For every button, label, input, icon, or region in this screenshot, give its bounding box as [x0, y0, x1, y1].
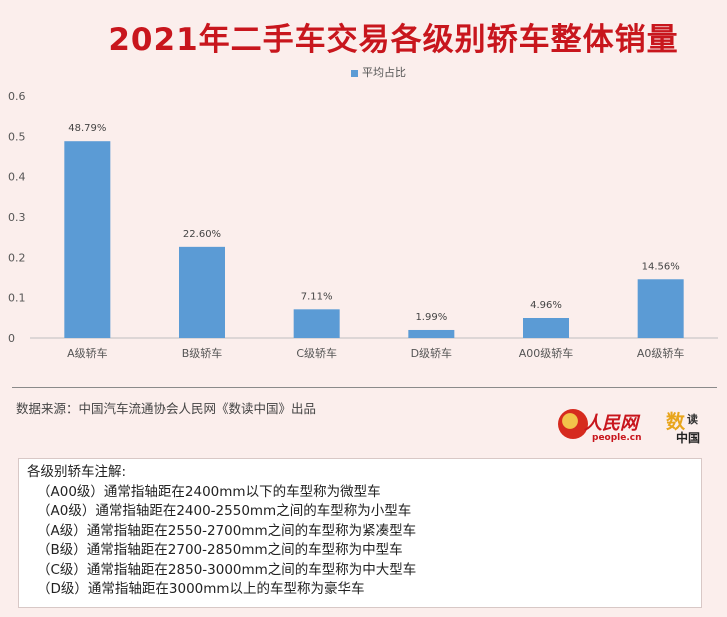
shudu-logo-du: 读	[687, 413, 698, 426]
x-tick-label-5: A0级轿车	[637, 346, 685, 360]
shudu-logo-zg: 中国	[676, 431, 701, 445]
note-item-c: （C级）通常指轴距在2850-3000mm之间的车型称为中大型车	[37, 561, 417, 578]
note-item-d: （D级）通常指轴距在3000mm以上的车型称为豪华车	[37, 581, 365, 597]
note-item-b: （B级）通常指轴距在2700-2850mm之间的车型称为中型车	[37, 542, 403, 558]
y-tick-label: 0.5	[8, 130, 26, 143]
notes-panel: 各级别轿车注解: （A00级）通常指轴距在2400mm以下的车型称为微型车 （A…	[18, 458, 702, 608]
data-label-2: 7.11%	[301, 291, 333, 302]
bar-2	[293, 309, 340, 338]
y-tick-label: 0	[8, 332, 15, 345]
notes-heading: 各级别轿车注解:	[27, 464, 127, 480]
people-cn-logo-mark	[558, 409, 588, 439]
bar-1	[179, 246, 225, 338]
y-tick-label: 0.1	[8, 292, 26, 305]
x-tick-label-4: A00级轿车	[519, 346, 574, 360]
people-cn-logo-text: 人民网	[584, 413, 638, 434]
y-tick-label: 0.4	[8, 171, 26, 184]
people-cn-logo: 人民网 people.cn	[558, 405, 650, 449]
data-label-0: 48.79%	[68, 123, 106, 134]
x-tick-label-1: B级轿车	[182, 346, 223, 360]
bar-3	[408, 329, 455, 338]
bar-0	[64, 141, 111, 338]
bar-chart: 0 0.1 0.2 0.3 0.4 0.5 0.6 48.79% A级轿车 22.60% B级轿车 7…	[8, 90, 718, 360]
note-item-a: （A级）通常指轴距在2550-2700mm之间的车型称为紧凑型车	[37, 522, 417, 539]
shudu-zhongguo-logo: 数 读 中国	[666, 407, 716, 447]
chart-title: 2021年二手车交易各级别轿车整体销量	[108, 22, 679, 58]
y-tick-label: 0.6	[8, 90, 26, 103]
y-tick-label: 0.2	[8, 251, 26, 264]
data-label-3: 1.99%	[415, 312, 447, 323]
people-cn-logo-url: people.cn	[592, 433, 642, 443]
x-tick-label-3: D级轿车	[411, 346, 452, 360]
bar-4	[523, 317, 569, 338]
legend-label: 平均占比	[362, 66, 406, 79]
note-item-a00: （A00级）通常指轴距在2400mm以下的车型称为微型车	[37, 483, 381, 500]
divider	[12, 387, 717, 388]
x-tick-label-0: A级轿车	[67, 346, 108, 360]
data-source: 数据来源：中国汽车流通协会人民网《数读中国》出品	[16, 401, 317, 416]
data-label-1: 22.60%	[183, 229, 221, 240]
data-label-4: 4.96%	[530, 300, 562, 311]
chart-legend: 平均占比	[0, 64, 727, 80]
y-tick-label: 0.3	[8, 211, 26, 224]
legend-swatch	[351, 69, 358, 77]
note-item-a0: （A0级）通常指轴距在2400-2550mm之间的车型称为小型车	[37, 503, 412, 519]
bar-5	[637, 279, 684, 338]
x-tick-label-2: C级轿车	[296, 346, 337, 360]
shudu-logo-shu: 数	[666, 411, 686, 433]
data-label-5: 14.56%	[642, 261, 680, 272]
